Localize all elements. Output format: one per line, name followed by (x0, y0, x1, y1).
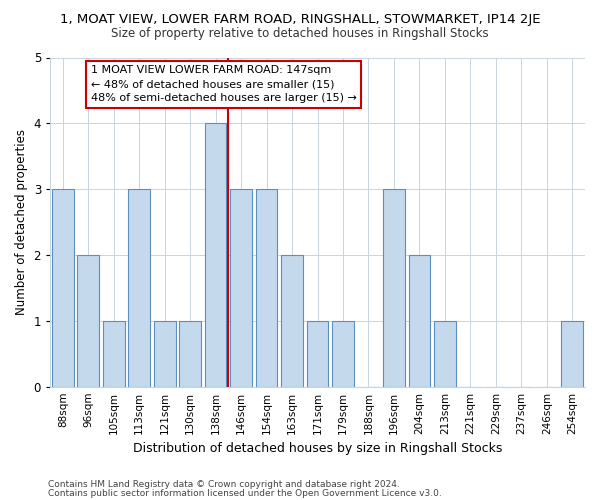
Bar (103, 321, 125, 386)
Bar (230, 189, 252, 386)
Bar (332, 321, 354, 386)
Bar (179, 321, 201, 386)
Bar (52, 189, 74, 386)
Bar (256, 189, 277, 386)
Bar (434, 321, 456, 386)
Text: Contains HM Land Registry data © Crown copyright and database right 2024.: Contains HM Land Registry data © Crown c… (48, 480, 400, 489)
Bar (409, 255, 430, 386)
Y-axis label: Number of detached properties: Number of detached properties (15, 129, 28, 315)
Bar (383, 189, 405, 386)
Bar (281, 255, 303, 386)
X-axis label: Distribution of detached houses by size in Ringshall Stocks: Distribution of detached houses by size … (133, 442, 502, 455)
Text: 1 MOAT VIEW LOWER FARM ROAD: 147sqm
← 48% of detached houses are smaller (15)
48: 1 MOAT VIEW LOWER FARM ROAD: 147sqm ← 48… (91, 66, 357, 104)
Text: Size of property relative to detached houses in Ringshall Stocks: Size of property relative to detached ho… (111, 28, 489, 40)
Bar (307, 321, 328, 386)
Bar (205, 124, 226, 386)
Bar (154, 321, 176, 386)
Bar (562, 321, 583, 386)
Bar (77, 255, 99, 386)
Text: Contains public sector information licensed under the Open Government Licence v3: Contains public sector information licen… (48, 489, 442, 498)
Bar (128, 189, 150, 386)
Text: 1, MOAT VIEW, LOWER FARM ROAD, RINGSHALL, STOWMARKET, IP14 2JE: 1, MOAT VIEW, LOWER FARM ROAD, RINGSHALL… (60, 12, 540, 26)
